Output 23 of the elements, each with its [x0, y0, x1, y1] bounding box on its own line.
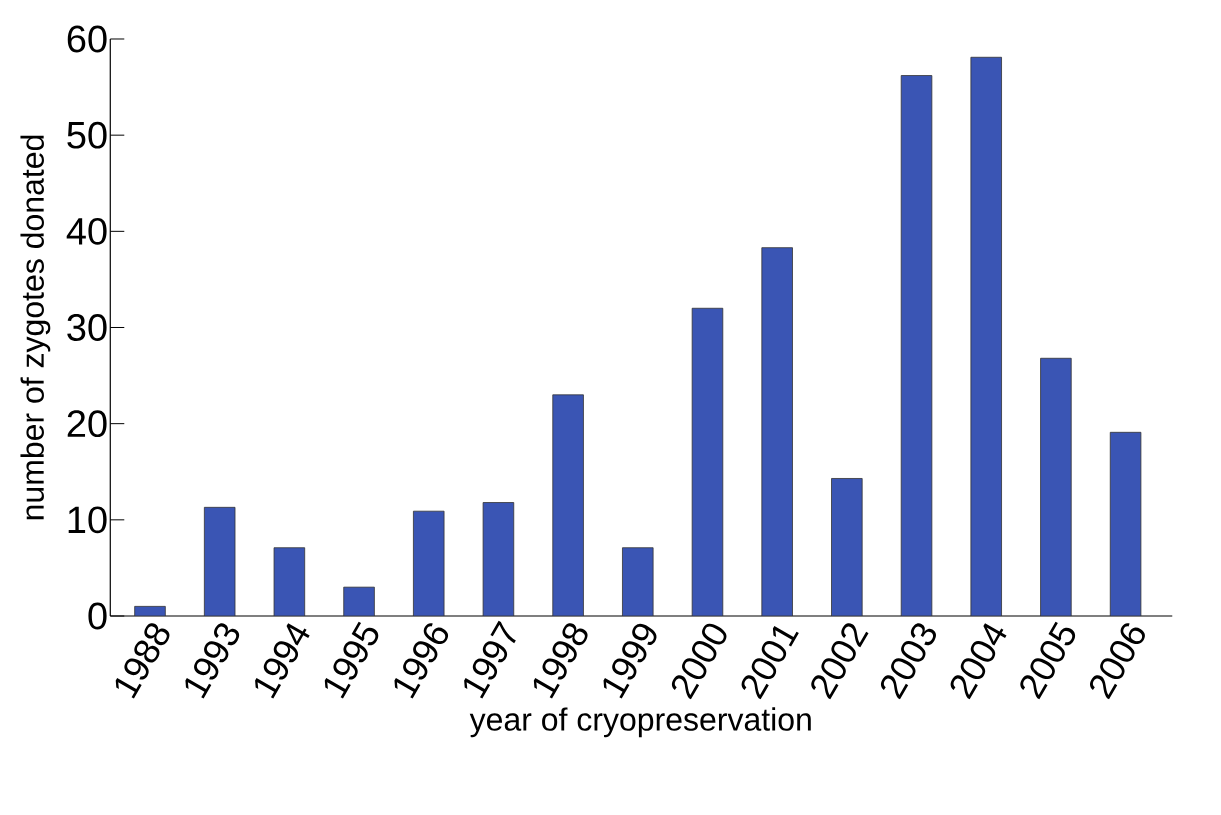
y-tick-label: 60 [67, 25, 107, 53]
y-tick-label: 40 [66, 217, 107, 245]
bar [691, 307, 724, 616]
y-axis-title: number of zygotes donated [20, 135, 51, 520]
bar [273, 547, 306, 616]
y-tick-label: 30 [67, 314, 107, 341]
bar [413, 510, 445, 616]
bar [343, 586, 375, 616]
bar [482, 502, 515, 616]
bar [970, 56, 1002, 616]
bar [900, 75, 933, 616]
x-axis-title: year of cryopreservation [469, 707, 811, 738]
bar [1040, 357, 1072, 616]
bar [552, 394, 584, 616]
bar [761, 247, 793, 616]
bar [1109, 431, 1142, 616]
bar [203, 506, 236, 616]
y-tick-label: 0 [88, 602, 107, 630]
y-tick-label: 10 [68, 506, 107, 534]
bar [622, 547, 654, 616]
bar [831, 478, 863, 616]
y-tick-label: 50 [67, 121, 107, 149]
y-tick-label: 20 [67, 410, 107, 438]
